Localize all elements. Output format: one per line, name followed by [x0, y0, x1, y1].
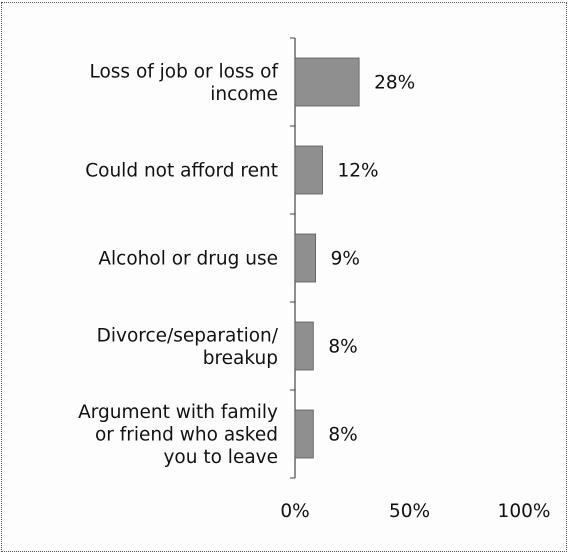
- x-tick-label: 50%: [389, 501, 430, 522]
- category-labels: Loss of job or loss of income Could not af…: [78, 61, 279, 468]
- value-label: 9%: [331, 249, 360, 270]
- x-tick-labels: 0% 50% 100%: [280, 501, 550, 522]
- chart-axes: [290, 37, 296, 479]
- category-label: Alcohol or drug use: [98, 249, 278, 270]
- x-tick-label: 0%: [280, 501, 309, 522]
- category-label-line: Alcohol or drug use: [98, 249, 278, 270]
- category-label-line: breakup: [203, 348, 278, 369]
- category-label-line: you to leave: [163, 447, 278, 468]
- bar: [294, 321, 314, 371]
- category-label-line: Could not afford rent: [85, 161, 278, 182]
- value-label: 28%: [374, 73, 415, 94]
- bar: [294, 409, 314, 459]
- category-label: Divorce/separation/breakup: [97, 325, 279, 369]
- category-label-line: Loss of job or loss of: [89, 61, 278, 82]
- category-label: Argument with family or friend who asked y…: [78, 402, 278, 468]
- category-label-line: or friend who asked: [95, 425, 278, 446]
- category-label-line: income: [210, 84, 278, 105]
- category-label-line: Divorce/separation/: [97, 325, 279, 346]
- category-label: Could not afford rent: [85, 161, 278, 182]
- chart-bars: [294, 57, 360, 459]
- category-label: Loss of job or loss of income: [89, 61, 278, 105]
- category-label-line: Argument with family: [78, 402, 278, 423]
- value-label: 12%: [337, 161, 378, 182]
- bar: [294, 233, 317, 283]
- x-tick-label: 100%: [498, 501, 551, 522]
- bar: [294, 145, 323, 195]
- value-label: 8%: [328, 337, 357, 358]
- value-label: 8%: [328, 425, 357, 446]
- bar: [294, 57, 360, 107]
- value-labels: 28% 12% 9% 8% 8%: [328, 73, 415, 446]
